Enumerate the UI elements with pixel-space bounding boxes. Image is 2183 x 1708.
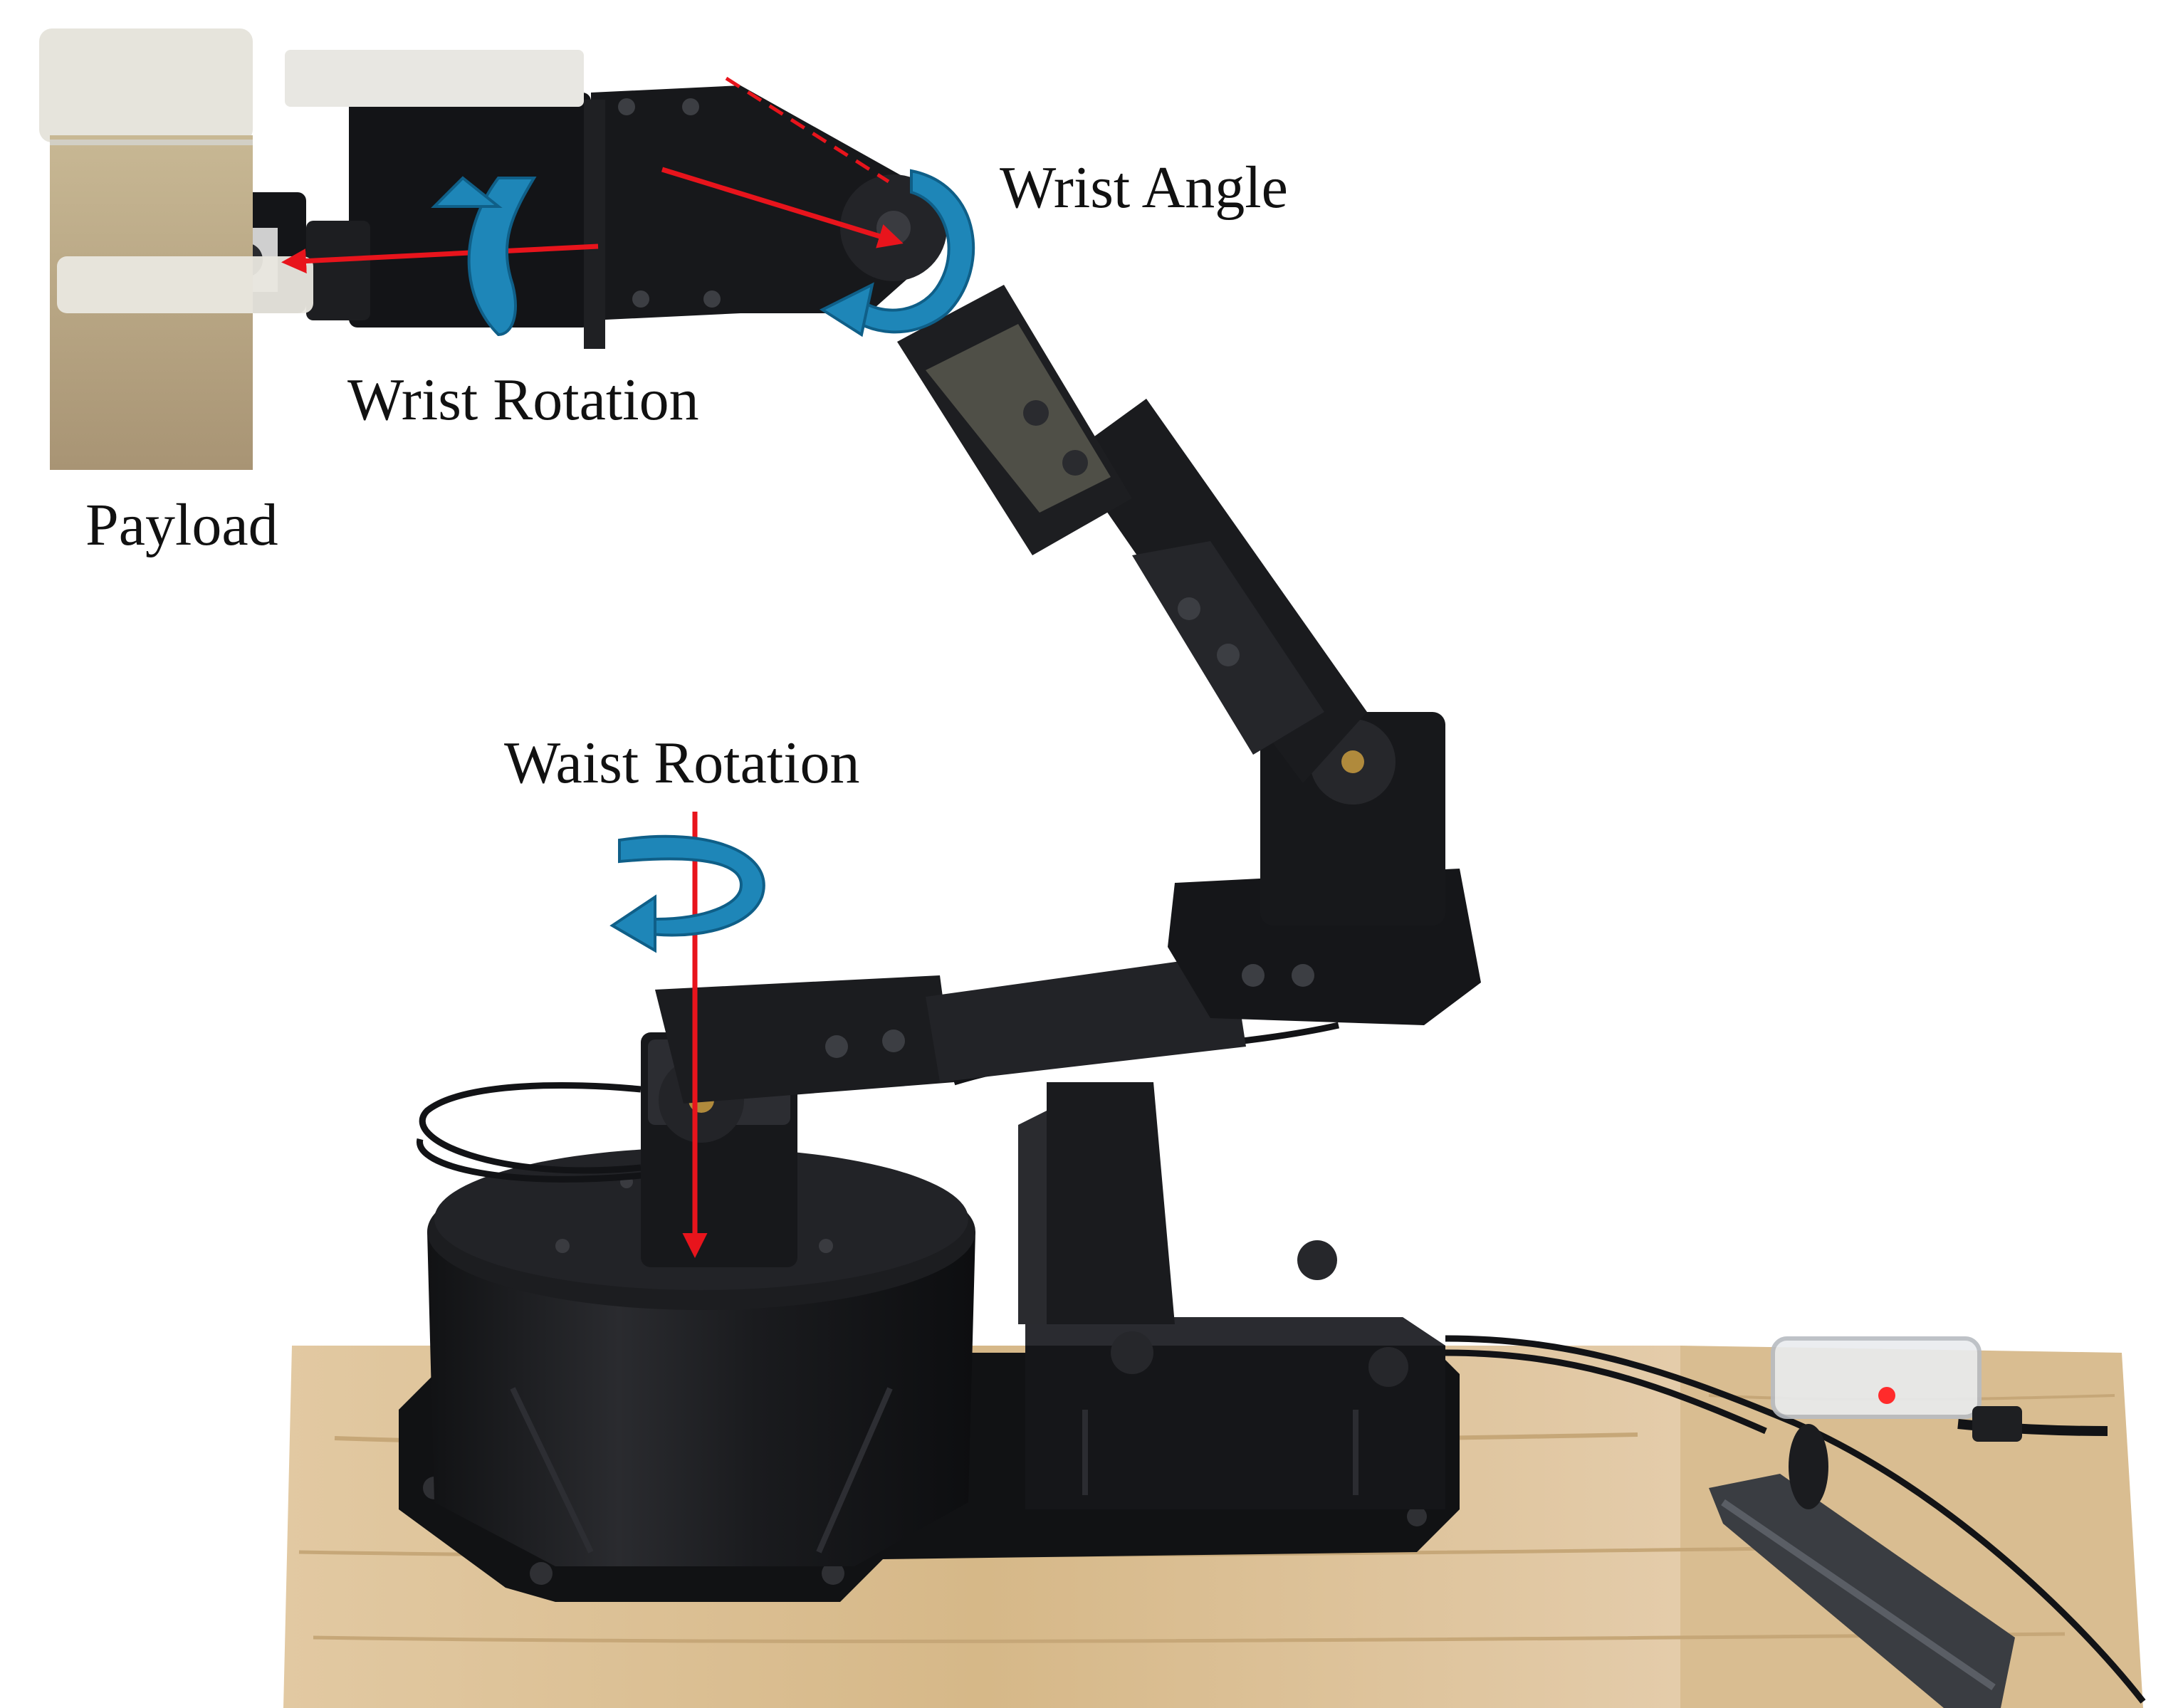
wrist-angle-label: Wrist Angle xyxy=(1000,154,1288,221)
waist-rotation-arrow xyxy=(609,834,765,953)
wrist-rotation-arrow xyxy=(431,176,537,337)
waist-rotation-label: Waist Rotation xyxy=(504,730,860,796)
payload-label: Payload xyxy=(85,492,278,558)
cables xyxy=(417,1022,2146,1704)
wrist-rotation-servo xyxy=(285,50,605,349)
shoulder-link xyxy=(655,954,1246,1104)
upper-arm xyxy=(897,285,1367,783)
wrist-rotation-label: Wrist Rotation xyxy=(347,367,699,433)
table-clamp xyxy=(1709,1424,2015,1708)
wrist-angle-arrow xyxy=(819,169,975,337)
payload-container xyxy=(39,28,313,470)
axis-arrows xyxy=(281,76,904,1258)
elbow-servo xyxy=(1168,712,1481,1025)
usb-adapter xyxy=(1771,1336,2022,1442)
controller-box xyxy=(1018,1082,1445,1509)
